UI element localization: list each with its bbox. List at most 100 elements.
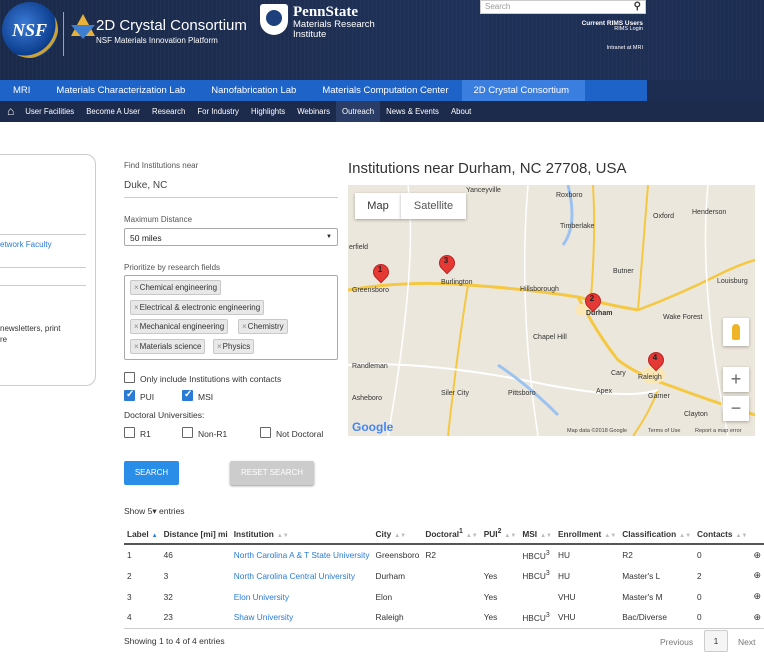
col-label[interactable]: Label ▲ [124,524,161,545]
zoom-in-button[interactable]: + [723,367,749,392]
map-marker-2[interactable]: 2 [585,293,599,313]
distance-select[interactable]: 50 miles ▼ [124,228,338,246]
r1-checkbox[interactable] [124,427,135,438]
tag-remove-icon[interactable]: × [134,283,139,292]
col-classification[interactable]: Classification ▲▼ [619,524,695,545]
search-button[interactable]: SEARCH [124,461,179,485]
map-marker-4[interactable]: 4 [648,352,662,372]
cell-pui [481,544,520,565]
institution-link[interactable]: Elon University [233,591,290,602]
tag-remove-icon[interactable]: × [134,322,139,331]
network-faculty-link[interactable]: etwork Faculty [0,240,52,249]
pennstate-sub1: Materials Research [293,19,375,30]
zoom-out-button[interactable]: − [723,396,749,421]
institution-link[interactable]: Shaw University [230,607,373,629]
nav2-news-events[interactable]: News & Events [386,107,439,116]
page-1-button[interactable]: 1 [704,630,728,652]
nav2-industry[interactable]: For Industry [197,107,239,116]
nav2-webinars[interactable]: Webinars [297,107,330,116]
tag-chemical-engineering[interactable]: ×Chemical engineering [130,280,222,295]
previous-page-button[interactable]: Previous [660,637,694,647]
tag-label: Chemical engineering [139,283,218,292]
map-marker-1[interactable]: 1 [373,264,387,284]
nav2-outreach[interactable]: Outreach [336,101,381,122]
map-marker-3[interactable]: 3 [439,255,453,275]
pennstate-shield-icon[interactable] [260,4,288,35]
map-terms-link[interactable]: Terms of Use [648,428,681,434]
nav2-research[interactable]: Research [151,107,186,116]
table-info: Showing 1 to 4 of 4 entries [124,636,225,646]
zoom-to-icon[interactable]: ⊕ [753,570,761,580]
col-institution-text: Institution [233,528,274,539]
nav-item-mri[interactable]: MRI [13,85,31,96]
tag-physics[interactable]: ×Physics [213,339,255,354]
nav-item-2dcc[interactable]: 2D Crystal Consortium [461,80,585,101]
intranet-link[interactable]: Intranet at MRI [606,45,643,51]
col-contacts[interactable]: Contacts ▲▼ [694,524,751,545]
table-row: 4 23 Shaw University Raleigh Yes HBCU3 V… [124,607,764,629]
map-type-map-tab[interactable]: Map [355,193,401,219]
tag-remove-icon[interactable]: × [134,342,139,351]
only-contacts-label: Only include Institutions with contacts [140,374,282,384]
tag-remove-icon[interactable]: × [242,322,247,331]
pennstate-title[interactable]: PennState [293,4,358,20]
tag-electrical-engineering[interactable]: ×Electrical & electronic engineering [130,300,265,315]
distance-value: 50 miles [130,233,162,243]
tag-chemistry[interactable]: ×Chemistry [238,319,288,334]
reset-search-button[interactable]: RESET SEARCH [230,461,314,485]
nav2-about[interactable]: About [450,107,472,116]
cell-city: Raleigh [372,607,423,629]
footnote-mark: 3 [545,611,550,619]
col-institution[interactable]: Institution ▲▼ [230,524,373,545]
tag-materials-science[interactable]: ×Materials science [130,339,206,354]
search-icon[interactable]: ⚲ [633,1,641,12]
nav2-user-facilities[interactable]: User Facilities [25,107,75,116]
pui-checkbox[interactable] [124,389,135,401]
only-contacts-checkbox[interactable] [124,372,135,383]
primary-nav-filler [647,80,764,101]
rims-users-link[interactable]: Current RIMS Users [581,20,643,27]
next-page-button[interactable]: Next [738,637,756,647]
map-report-link[interactable]: Report a map error [695,428,742,434]
col-msi[interactable]: MSI ▲▼ [519,524,555,545]
msi-checkbox[interactable] [182,389,193,401]
col-distance[interactable]: Distance [mi] mi [160,524,231,545]
rims-login-link[interactable]: RIMS Login [614,26,643,32]
nav-item-mcc[interactable]: Materials Computation Center [322,85,449,96]
nonr1-checkbox[interactable] [182,427,193,438]
entries-select[interactable]: 5▾ [148,506,157,516]
map-town: Raleigh [638,374,662,381]
col-doctoral[interactable]: Doctoral1▲▼ [422,524,481,545]
zoom-to-icon[interactable]: ⊕ [753,611,761,622]
institution-link[interactable]: North Carolina Central University [233,570,356,581]
col-pui[interactable]: PUI2▲▼ [480,524,520,545]
tag-mechanical-engineering[interactable]: ×Mechanical engineering [130,319,229,334]
street-view-pegman-icon[interactable] [723,318,749,346]
tag-remove-icon[interactable]: × [217,342,222,351]
find-input[interactable]: Duke, NC [124,180,338,198]
sort-icon: ▲▼ [276,532,289,539]
col-city[interactable]: City ▲▼ [372,524,423,545]
footnote-mark: 3 [545,570,550,578]
cell-contacts: 0 [697,550,702,560]
research-fields-input[interactable] [124,275,338,360]
col-enrollment[interactable]: Enrollment ▲▼ [554,524,620,545]
nav-item-mcl[interactable]: Materials Characterization Lab [56,85,186,96]
home-icon[interactable]: ⌂ [7,104,15,118]
consortium-title[interactable]: 2D Crystal Consortium [96,17,247,34]
map-view[interactable] [348,185,755,436]
zoom-to-icon[interactable]: ⊕ [753,549,761,560]
not-doctoral-checkbox[interactable] [260,427,271,438]
nsf-logo[interactable]: NSF [2,2,58,58]
nav2-become-user[interactable]: Become A User [86,107,140,116]
nav-item-nanofab[interactable]: Nanofabrication Lab [211,85,297,96]
institution-link[interactable]: North Carolina A & T State University [233,550,370,560]
search-input[interactable]: Search ⚲ [480,0,646,14]
table-row: 2 3 North Carolina Central University Du… [124,565,764,586]
tag-remove-icon[interactable]: × [134,303,139,312]
search-placeholder: Search [485,2,511,11]
msi-value: HBCU [522,612,546,623]
zoom-to-icon[interactable]: ⊕ [753,591,761,601]
nav2-highlights[interactable]: Highlights [250,107,286,116]
map-type-satellite-tab[interactable]: Satellite [401,193,466,219]
